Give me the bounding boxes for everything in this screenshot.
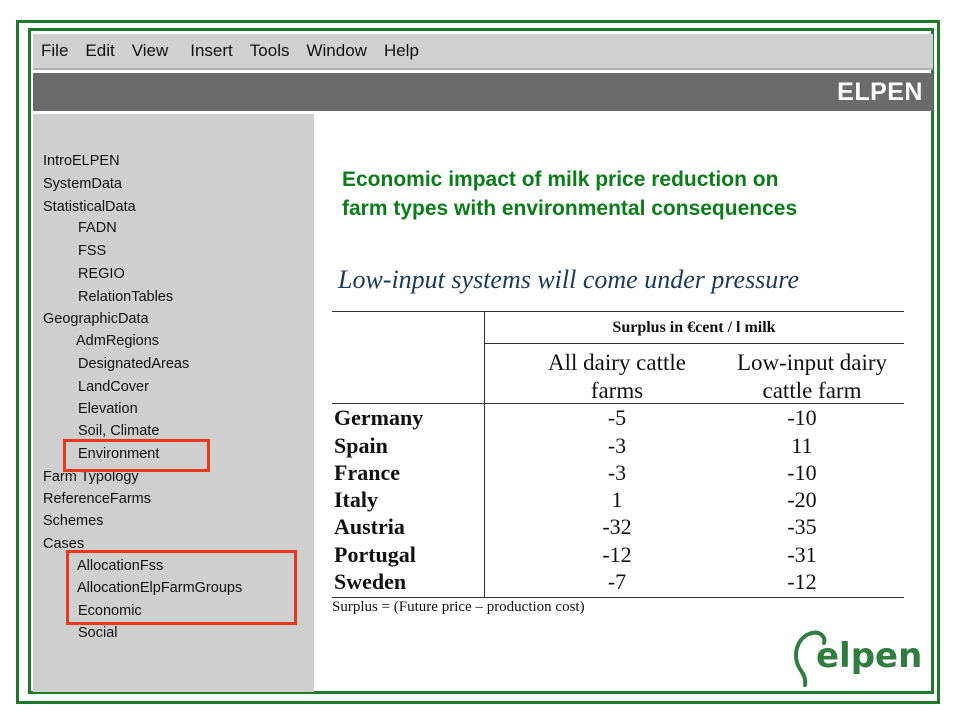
menu-tools[interactable]: Tools — [249, 41, 290, 60]
sidebar-item-regio[interactable]: REGIO — [78, 266, 125, 282]
value-sweden-all: -7 — [607, 569, 627, 594]
heading-line-2: farm types with environmental consequenc… — [342, 197, 798, 220]
sidebar-item-elevation[interactable]: Elevation — [78, 401, 138, 417]
value-germany-low: -10 — [787, 405, 817, 430]
col-header-low-input-line-1: Low-input dairy — [736, 350, 888, 375]
heading-line-1: Economic impact of milk price reduction … — [342, 168, 779, 191]
sidebar-item-systemdata[interactable]: SystemData — [43, 176, 122, 192]
elpen-logo: elpen — [790, 627, 930, 687]
row-label-france: France — [334, 460, 400, 485]
sidebar-item-farm-typology[interactable]: Farm Typology — [43, 469, 139, 485]
value-spain-low: 11 — [791, 433, 813, 458]
menu-bar: File Edit View Insert Tools Window Help — [33, 34, 933, 70]
sidebar-item-referencefarms[interactable]: ReferenceFarms — [43, 491, 151, 507]
sidebar-item-designatedareas[interactable]: DesignatedAreas — [78, 356, 190, 372]
surplus-footnote: Surplus = (Future price – production cos… — [332, 599, 585, 615]
app-title: ELPEN — [837, 78, 923, 106]
row-label-austria: Austria — [334, 514, 405, 539]
table-top-rule — [332, 311, 904, 312]
sidebar-item-statisticaldata[interactable]: StatisticalData — [43, 199, 136, 215]
row-label-italy: Italy — [334, 487, 378, 512]
sidebar-item-admregions[interactable]: AdmRegions — [76, 333, 160, 349]
elpen-logo-mark: elpen — [794, 630, 922, 687]
row-label-spain: Spain — [334, 433, 388, 458]
title-bar: ELPEN — [33, 73, 933, 111]
table-subheader-rule — [484, 343, 904, 344]
menu-edit[interactable]: Edit — [85, 41, 115, 60]
row-label-germany: Germany — [334, 405, 424, 430]
highlight-box-environment — [63, 439, 210, 472]
sidebar-item-environment[interactable]: Environment — [78, 446, 160, 462]
value-france-low: -10 — [787, 460, 817, 485]
menu-view[interactable]: View — [131, 41, 169, 60]
menu-file[interactable]: File — [41, 41, 69, 60]
col-header-all-dairy: All dairy cattle farms — [517, 349, 717, 405]
col-header-all-dairy-line-2: farms — [590, 378, 644, 403]
menu-window[interactable]: Window — [306, 41, 367, 60]
value-austria-all: -32 — [602, 514, 632, 539]
menu-insert[interactable]: Insert — [190, 41, 233, 60]
value-austria-low: -35 — [787, 514, 817, 539]
slide-subtitle: Low-input systems will come under pressu… — [338, 265, 799, 294]
sidebar: IntroELPEN SystemData StatisticalData FA… — [33, 114, 314, 692]
value-france-all: -3 — [607, 460, 627, 485]
table-vertical-rule — [484, 311, 485, 597]
surplus-group-header: Surplus in €cent / l milk — [612, 319, 776, 336]
value-spain-all: -3 — [607, 433, 627, 458]
sidebar-item-introelpen[interactable]: IntroELPEN — [43, 153, 120, 169]
sidebar-item-schemes[interactable]: Schemes — [43, 513, 104, 529]
sidebar-item-fadn[interactable]: FADN — [78, 220, 117, 236]
col-header-all-dairy-line-1: All dairy cattle — [548, 350, 686, 375]
sidebar-item-allocationelpfarmgroups[interactable]: AllocationElpFarmGroups — [77, 580, 243, 596]
sidebar-item-relationtables[interactable]: RelationTables — [78, 289, 174, 305]
sidebar-item-allocationfss[interactable]: AllocationFss — [77, 558, 164, 574]
value-portugal-all: -12 — [602, 542, 632, 567]
table-header-rule — [332, 403, 904, 404]
sidebar-item-cases[interactable]: Cases — [43, 536, 85, 552]
sidebar-item-economic[interactable]: Economic — [78, 603, 142, 619]
col-header-low-input: Low-input dairy cattle farm — [712, 349, 912, 405]
highlight-box-cases-group — [66, 550, 297, 625]
surplus-table: Surplus in €cent / l milk All dairy catt… — [332, 311, 904, 598]
row-label-portugal: Portugal — [334, 542, 416, 567]
value-sweden-low: -12 — [787, 569, 817, 594]
sidebar-item-fss[interactable]: FSS — [78, 243, 107, 259]
table-bottom-rule — [332, 597, 904, 598]
page-heading: Economic impact of milk price reduction … — [342, 165, 932, 223]
sidebar-item-social[interactable]: Social — [78, 625, 118, 641]
row-label-sweden: Sweden — [334, 569, 407, 594]
outer-frame — [16, 20, 940, 704]
sidebar-item-geographicdata[interactable]: GeographicData — [43, 311, 149, 327]
value-italy-low: -20 — [787, 487, 817, 512]
sidebar-item-landcover[interactable]: LandCover — [78, 379, 149, 395]
col-header-low-input-line-2: cattle farm — [762, 378, 862, 403]
value-germany-all: -5 — [607, 405, 627, 430]
value-italy-all: 1 — [611, 487, 623, 512]
menu-help[interactable]: Help — [383, 41, 419, 60]
elpen-logo-text: elpen — [816, 636, 922, 676]
sidebar-item-soil-climate[interactable]: Soil, Climate — [78, 423, 160, 439]
value-portugal-low: -31 — [787, 542, 817, 567]
